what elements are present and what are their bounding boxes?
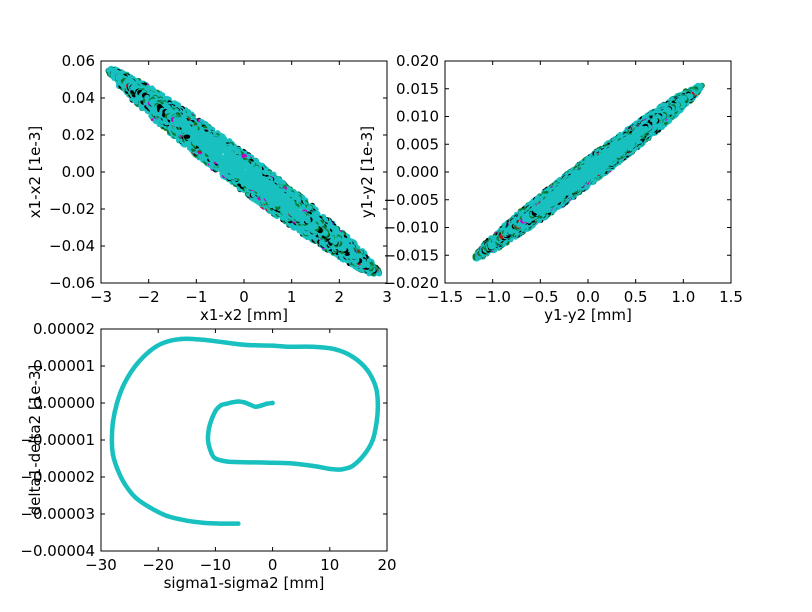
plot-content	[472, 82, 705, 262]
x-tick-label: 3	[382, 288, 392, 306]
y-phase-space-plot: −1.5 −1.0 −0.5 0.0 0.5 1.0 1.5−0.020−0.015−0.0…	[358, 52, 743, 324]
y-tick-label: −0.06	[49, 274, 95, 292]
y-tick-label: 0.00	[62, 163, 95, 181]
data-point	[235, 165, 241, 171]
data-point	[246, 173, 253, 179]
x-tick-label: 2	[335, 288, 345, 306]
y-tick-label: 0.04	[62, 89, 95, 107]
y-tick-label: 0.02	[62, 126, 95, 144]
data-point	[242, 170, 249, 176]
data-point	[217, 151, 223, 158]
x-tick-label: 0	[239, 288, 249, 306]
data-point	[266, 188, 272, 195]
x-axis-label: x1-x2 [mm]	[200, 306, 288, 324]
x-tick-label: −2	[138, 288, 160, 306]
y-tick-label: −0.02	[49, 200, 95, 218]
y-tick-label: −0.04	[49, 237, 95, 255]
plot-content	[105, 65, 383, 277]
x-phase-space-plot: −3 −2 −1 0 1 2 3 −0.06 −0.04 −0.02 0.00 0.02 0.04 0.0…	[26, 52, 392, 324]
x-tick-label: −1	[185, 288, 207, 306]
x-tick-label: 1	[287, 288, 297, 306]
x-tick-label: −3	[90, 288, 112, 306]
y-tick-label: 0.06	[62, 52, 95, 70]
y-axis-label: x1-x2 [1e-3]	[26, 126, 44, 218]
